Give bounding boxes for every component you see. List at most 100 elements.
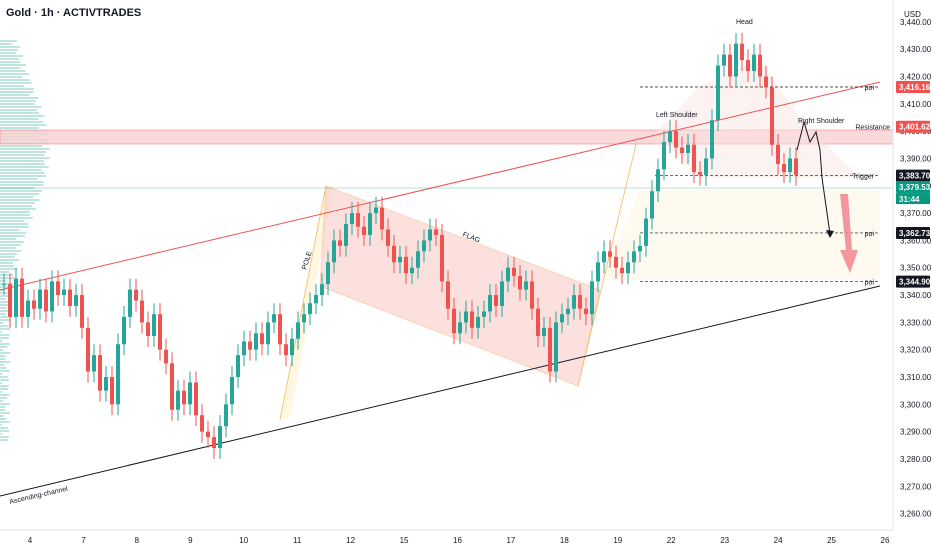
volume-bar — [0, 274, 14, 276]
candle-body — [740, 43, 744, 61]
volume-bar — [0, 223, 29, 225]
x-tick-label: 22 — [667, 536, 676, 545]
candle-body — [104, 377, 108, 391]
currency-label[interactable]: USD — [904, 10, 921, 19]
volume-bar — [0, 175, 47, 177]
volume-bar — [0, 400, 4, 402]
volume-bar — [0, 184, 44, 186]
candle-body — [2, 284, 6, 286]
candle-body — [734, 43, 738, 77]
volume-bar — [0, 307, 7, 309]
candle-body — [272, 314, 276, 323]
candle-body — [332, 240, 336, 263]
volume-bar — [0, 70, 26, 72]
volume-bar — [0, 394, 10, 396]
x-tick-label: 8 — [135, 536, 140, 545]
volume-bar — [0, 373, 3, 375]
price-tags: 3,416.16 3,401.62 3,383.70 3,379.53 31:44 3,3… — [896, 80, 931, 288]
volume-bar — [0, 259, 20, 261]
candle-body — [566, 308, 570, 315]
y-tick-label: 3,310.00 — [900, 373, 932, 382]
channel-upper-line — [0, 81, 881, 291]
candle-body — [782, 163, 786, 173]
candle-body — [452, 308, 456, 334]
volume-bar — [0, 424, 2, 426]
volume-bar — [0, 208, 37, 210]
volume-bar — [0, 205, 32, 207]
candle-body — [530, 281, 534, 309]
candle-body — [392, 245, 396, 263]
candle-body — [38, 289, 42, 309]
candle-body — [302, 314, 306, 323]
volume-bar — [0, 67, 21, 69]
candle-body — [80, 295, 84, 328]
candle-series — [2, 32, 798, 459]
volume-bar — [0, 46, 21, 48]
volume-bar — [0, 325, 9, 327]
volume-bar — [0, 163, 45, 165]
volume-bar — [0, 337, 9, 339]
candle-body — [638, 245, 642, 252]
y-tick-label: 3,260.00 — [900, 510, 932, 519]
volume-bar — [0, 280, 6, 282]
candle-body — [578, 295, 582, 309]
y-tick-label: 3,430.00 — [900, 45, 932, 54]
volume-bar — [0, 301, 13, 303]
candle-body — [614, 256, 618, 268]
volume-bar — [0, 289, 5, 291]
volume-bar — [0, 340, 2, 342]
candle-body — [56, 281, 60, 296]
volume-bar — [0, 52, 17, 54]
candle-body — [284, 344, 288, 356]
volume-bar — [0, 151, 47, 153]
level-note: poi — [865, 280, 875, 287]
volume-bar — [0, 433, 2, 435]
volume-bar — [0, 232, 26, 234]
volume-bar — [0, 169, 42, 171]
candle-body — [26, 300, 30, 317]
volume-bar — [0, 58, 20, 60]
candle-body — [692, 144, 696, 173]
volume-bar — [0, 88, 34, 90]
candle-body — [662, 142, 666, 170]
volume-bar — [0, 229, 20, 231]
volume-bar — [0, 409, 6, 411]
volume-bar — [0, 352, 11, 354]
level-note: Resistance — [855, 125, 890, 132]
candle-body — [254, 333, 258, 350]
flag-right-line — [577, 135, 639, 387]
volume-bar — [0, 109, 38, 111]
countdown-label: 31:44 — [899, 195, 920, 204]
volume-bar — [0, 418, 7, 420]
candle-body — [434, 229, 438, 235]
candle-body — [20, 278, 24, 317]
volume-bar — [0, 415, 4, 417]
candle-body — [248, 341, 252, 350]
volume-bar — [0, 322, 4, 324]
level-note: poi — [865, 231, 875, 238]
time-axis[interactable]: 4 7 8 9 10 11 12 15 16 17 18 19 22 23 24 25 26 — [28, 536, 890, 545]
volume-bar — [0, 181, 44, 183]
y-tick-label: 3,350.00 — [900, 264, 932, 273]
candle-body — [62, 289, 66, 296]
candle-body — [440, 234, 444, 282]
volume-bar — [0, 385, 9, 387]
volume-bar — [0, 397, 7, 399]
volume-bar — [0, 361, 11, 363]
candle-body — [686, 144, 690, 153]
candle-body — [560, 314, 564, 323]
x-tick-label: 9 — [188, 536, 193, 545]
channel-lower-line — [0, 285, 881, 497]
candle-body — [482, 311, 486, 317]
volume-bar — [0, 295, 11, 297]
candle-body — [404, 256, 408, 274]
candle-body — [656, 169, 660, 192]
volume-bar — [0, 199, 40, 201]
candle-body — [512, 267, 516, 276]
volume-bar — [0, 226, 29, 228]
y-tick-label: 3,300.00 — [900, 400, 932, 409]
price-tag-label: 3,401.62 — [899, 123, 931, 132]
volume-bar — [0, 124, 47, 126]
candle-body — [176, 390, 180, 410]
